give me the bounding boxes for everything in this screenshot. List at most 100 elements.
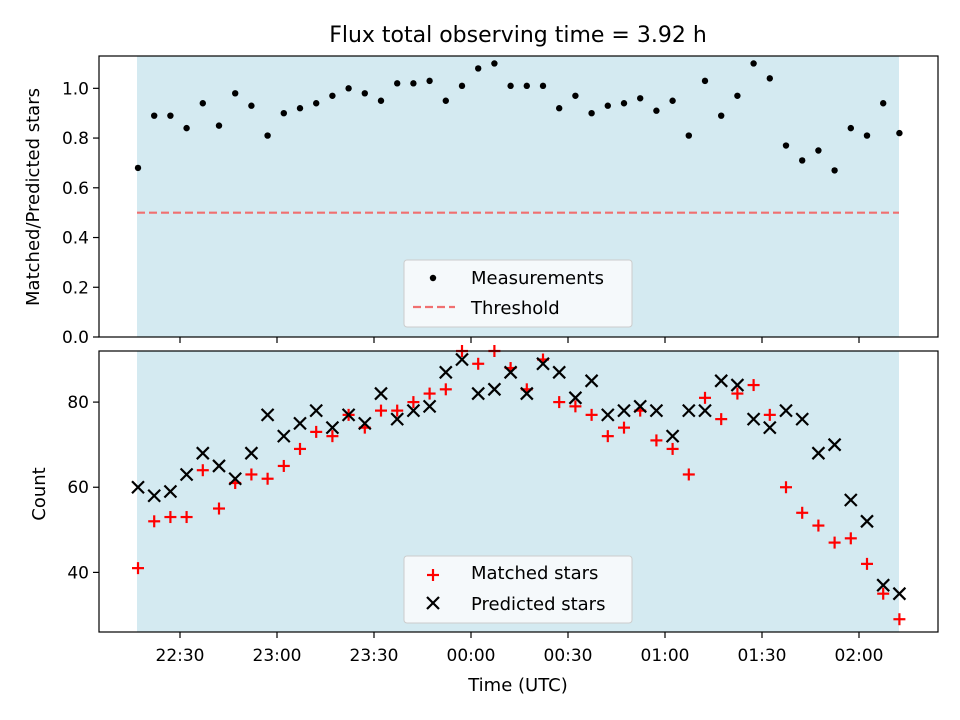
measurement-point [685, 132, 692, 139]
ratio-axes-frame [98, 55, 939, 338]
predicted-star-point [179, 467, 194, 482]
matched-star-point [407, 396, 420, 409]
measurement-point [572, 92, 579, 99]
measurement-point [669, 97, 676, 104]
ratio-y-axis: 0.0 0.2 0.4 0.6 0.8 1.0 [62, 79, 99, 348]
predicted-star-point [341, 408, 356, 422]
predicted-star-point [455, 352, 469, 367]
measurement-point [766, 75, 773, 82]
ratio-y-tick-label: 0.8 [62, 129, 89, 149]
ratio-legend-box [403, 259, 633, 328]
matched-star-point [196, 464, 209, 477]
predicted-star-point [649, 403, 664, 418]
predicted-star-point [536, 356, 550, 371]
x-tick-label: 23:30 [350, 646, 399, 666]
legend-label-threshold: Threshold [470, 298, 560, 319]
matched-star-point [439, 383, 452, 396]
predicted-star-point [779, 403, 793, 418]
ratio-x-axis [179, 337, 860, 343]
matched-star-point [423, 387, 436, 400]
measurement-point [394, 80, 401, 87]
measurement-point [539, 82, 547, 90]
measurement-point [896, 129, 903, 137]
matched-star-point [277, 459, 290, 472]
matched-star-point [213, 502, 225, 515]
ratio-y-label: Matched/Predicted stars [23, 88, 44, 306]
predicted-star-point [601, 408, 615, 422]
matched-star-point [844, 532, 857, 545]
matched-star-point [715, 413, 728, 426]
measurement-point [880, 100, 887, 107]
predicted-stars-points [131, 352, 907, 601]
matched-star-point [780, 481, 792, 494]
predicted-star-point [763, 420, 777, 435]
predicted-star-point [406, 403, 421, 418]
matched-legend-marker [427, 569, 439, 581]
measurement-point [199, 100, 206, 107]
matched-star-point [585, 408, 598, 421]
measurement-point [604, 102, 611, 109]
x-tick-label: 01:30 [738, 646, 787, 666]
predicted-star-point [617, 403, 631, 418]
ratio-panel: Flux total observing time = 3.92 h 0.00.… [23, 23, 939, 348]
ratio-y-tick-label: 1.0 [62, 79, 89, 99]
measurement-point [799, 157, 806, 164]
matched-star-point [294, 442, 306, 455]
ratio-y-tick-label: 0.4 [62, 229, 89, 249]
predicted-star-point [714, 374, 728, 388]
matched-star-point [164, 511, 177, 524]
x-axis-label: Time (UTC) [467, 675, 568, 696]
measurement-point [491, 60, 498, 67]
measurement-point [458, 82, 466, 90]
measurement-point [718, 112, 725, 119]
measurement-point [475, 65, 482, 72]
legend-label-predicted: Predicted stars [471, 594, 605, 615]
measurement-points [134, 60, 903, 174]
matched-star-point [699, 391, 711, 404]
measurements-legend-marker [429, 274, 437, 282]
predicted-star-point [228, 471, 242, 486]
x-tick-label: 01:00 [641, 646, 690, 666]
matched-star-point [245, 468, 258, 481]
measurement-point [863, 132, 871, 139]
predicted-star-point [422, 399, 437, 414]
matched-star-point [763, 408, 776, 421]
measurement-point [701, 77, 709, 85]
matched-star-point [861, 557, 873, 570]
matched-star-point [132, 562, 144, 575]
predicted-star-point [844, 493, 858, 507]
measurement-point [377, 97, 385, 104]
matched-star-point [310, 425, 323, 438]
predicted-star-point [212, 459, 226, 473]
measurement-point [215, 122, 223, 129]
measurement-point [410, 80, 417, 87]
measurement-point [345, 85, 352, 92]
ratio-y-tick-label: 0.6 [62, 179, 89, 199]
measurement-point [264, 132, 271, 139]
measurement-point [815, 147, 822, 154]
matched-star-point [326, 430, 339, 443]
x-tick-label: 00:30 [544, 646, 593, 666]
legend-label-matched: Matched stars [471, 563, 598, 584]
x-tick-label: 22:30 [156, 646, 205, 666]
count-y-label: Count [29, 467, 50, 520]
predicted-star-point [811, 446, 826, 460]
matched-star-point [796, 506, 809, 519]
x-tick-label: 02:00 [835, 646, 884, 666]
predicted-star-point [795, 412, 809, 426]
predicted-star-point [131, 480, 145, 495]
measurement-point [248, 102, 255, 109]
predicted-star-point [584, 374, 599, 388]
predicted-star-point [827, 437, 842, 452]
predicted-star-point [325, 420, 340, 435]
count-y-tick-label: 60 [67, 478, 89, 498]
measurement-point [556, 105, 563, 112]
measurement-point [653, 107, 660, 114]
predicted-star-point [439, 365, 453, 380]
predicted-star-point [260, 408, 275, 422]
measurement-point [280, 109, 287, 117]
matched-star-point [180, 511, 193, 524]
matched-star-point [261, 472, 274, 485]
matched-star-point [666, 442, 679, 455]
